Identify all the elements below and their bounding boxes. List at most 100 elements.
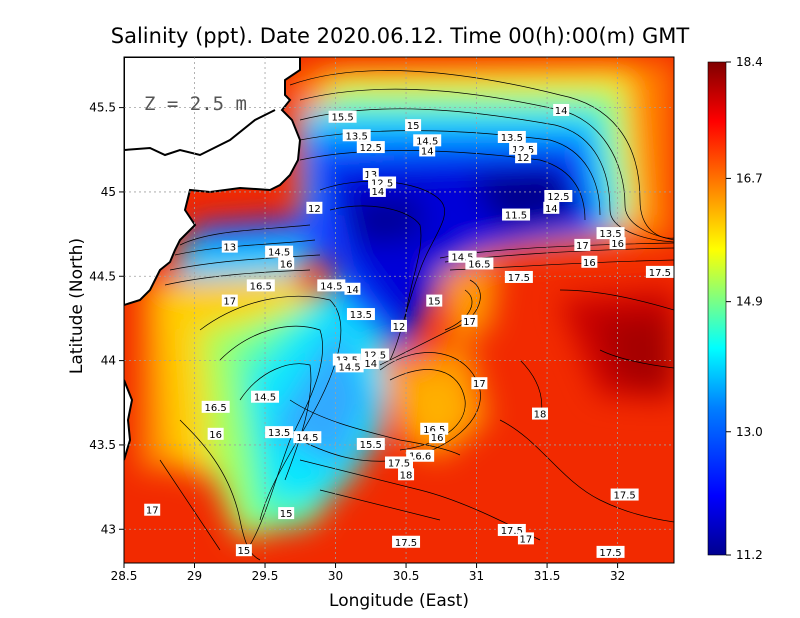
contour-label-text: 17 xyxy=(463,317,476,328)
contour-label: 15 xyxy=(278,507,295,520)
y-tick-label: 45 xyxy=(101,185,116,199)
contour-label-box xyxy=(201,400,230,413)
contour-label-box xyxy=(392,535,421,548)
contour-label-text: 16.5 xyxy=(250,281,272,292)
contour-label-box xyxy=(265,245,294,258)
contour-label-box xyxy=(544,189,573,202)
contour-label: 11.5 xyxy=(502,208,531,222)
contour-label-text: 16.6 xyxy=(409,452,431,463)
contour-label-text: 12.5 xyxy=(360,143,382,154)
contour-label-text: 14 xyxy=(421,146,434,157)
salinity-field xyxy=(124,57,674,563)
contour-label: 13.5 xyxy=(342,129,371,142)
contour-label-text: 17.5 xyxy=(501,526,523,537)
contour-label-text: 16.5 xyxy=(468,259,490,270)
contour-label-text: 13.5 xyxy=(268,428,290,439)
contour-label-box xyxy=(497,130,526,143)
contour-label: 17 xyxy=(471,377,488,390)
contour-label-box xyxy=(235,544,252,557)
contour-label-text: 13 xyxy=(223,243,236,254)
contour-label-text: 14 xyxy=(545,204,558,215)
contour-label: 17 xyxy=(461,314,478,328)
contour-label: 14.5 xyxy=(448,250,477,264)
contour-label: 13.5 xyxy=(265,426,294,439)
contour-label-text: 14.5 xyxy=(268,248,290,259)
contour-label-box xyxy=(581,255,598,268)
chart-title: Salinity (ppt). Date 2020.06.12. Time 00… xyxy=(111,24,690,48)
contour-label: 14.5 xyxy=(265,245,294,259)
contour-label-box xyxy=(574,238,591,251)
contour-label-text: 17 xyxy=(473,379,486,390)
contour-label: 14 xyxy=(543,201,560,215)
contour-label-box xyxy=(328,110,357,123)
contour-label-box xyxy=(207,427,224,440)
contour-label-box xyxy=(385,456,413,469)
contour-label: 17 xyxy=(221,294,238,308)
contour-label-text: 18 xyxy=(534,410,547,421)
contour-labels: 15.5151413.512.514.51413.512.5121312.514… xyxy=(144,103,674,559)
x-tick-label: 31 xyxy=(469,569,484,583)
contour-label-box xyxy=(553,103,570,116)
contour-label: 14.5 xyxy=(413,134,442,147)
contour-label-box xyxy=(609,237,626,250)
contour-label-text: 17 xyxy=(576,241,589,252)
contour-label-box xyxy=(221,240,238,253)
contour-label: 14 xyxy=(362,356,379,370)
contour-label-text: 11.5 xyxy=(505,211,527,222)
contour-label-box xyxy=(346,308,375,321)
contour-label-text: 13.5 xyxy=(350,310,372,321)
contour-label: 17.5 xyxy=(392,535,421,549)
contour-label: 16.5 xyxy=(201,400,230,414)
y-tick-label: 44.5 xyxy=(89,269,116,283)
contour-label-text: 16.5 xyxy=(423,425,445,436)
x-tick-label: 31.5 xyxy=(534,569,561,583)
contour-label-text: 12 xyxy=(517,153,530,164)
contour-label-box xyxy=(144,503,161,516)
contour-label-text: 17.5 xyxy=(649,268,671,279)
contour-label-text: 15.5 xyxy=(360,440,382,451)
contour-label: 12 xyxy=(515,151,532,164)
contour-label: 16.5 xyxy=(246,279,275,292)
contour-label: 18 xyxy=(532,407,549,421)
colorbar-tick-label: 11.2 xyxy=(736,548,763,562)
colorbar-tick-label: 16.7 xyxy=(736,171,763,185)
west-coast xyxy=(124,379,134,461)
contour-label: 16 xyxy=(429,431,446,444)
contour-label: 17.5 xyxy=(385,456,413,469)
contour-label-text: 17.5 xyxy=(508,273,530,284)
contour-label: 17.5 xyxy=(610,488,639,502)
x-tick-label: 29 xyxy=(187,569,202,583)
contour-label: 12.5 xyxy=(356,141,385,154)
contour-label-text: 15 xyxy=(280,509,293,520)
contour-label: 17 xyxy=(574,238,591,252)
contour-label-box xyxy=(471,377,488,390)
contour-label-box xyxy=(515,151,532,164)
contour-label-text: 14.5 xyxy=(296,433,318,444)
contour-label: 16.5 xyxy=(465,257,494,270)
contour-label-box xyxy=(265,426,294,439)
contour-label: 16.6 xyxy=(406,449,435,463)
contour-label-box xyxy=(502,208,531,221)
north-inlet xyxy=(124,109,276,157)
x-tick-label: 29.5 xyxy=(252,569,279,583)
contour-label-text: 18 xyxy=(400,470,413,481)
colorbar-ticks: 18.4 16.7 14.9 13.0 11.2 xyxy=(726,55,763,562)
contour-label: 14 xyxy=(344,282,361,296)
contour-label-text: 13.5 xyxy=(346,131,368,142)
contour-label-text: 13.5 xyxy=(599,229,621,240)
contour-label-box xyxy=(517,532,534,545)
contour-label-text: 17.5 xyxy=(388,458,410,469)
y-axis: 43 43.5 44 44.5 45 45.5 xyxy=(89,101,124,536)
contour-label: 15.5 xyxy=(328,110,357,124)
contour-label-text: 17 xyxy=(223,297,236,308)
contour-label-text: 14 xyxy=(371,187,384,198)
contour-label-text: 12 xyxy=(393,322,406,333)
contour-lines xyxy=(159,70,674,561)
contour-label: 16 xyxy=(278,257,295,270)
x-axis-label: Longitude (East) xyxy=(329,591,469,611)
contour-label-text: 15 xyxy=(428,297,441,308)
contour-label-box xyxy=(344,282,361,295)
contour-label: 16 xyxy=(207,427,224,441)
colorbar-tick-label: 14.9 xyxy=(736,295,763,309)
contour-label: 15 xyxy=(426,294,443,308)
